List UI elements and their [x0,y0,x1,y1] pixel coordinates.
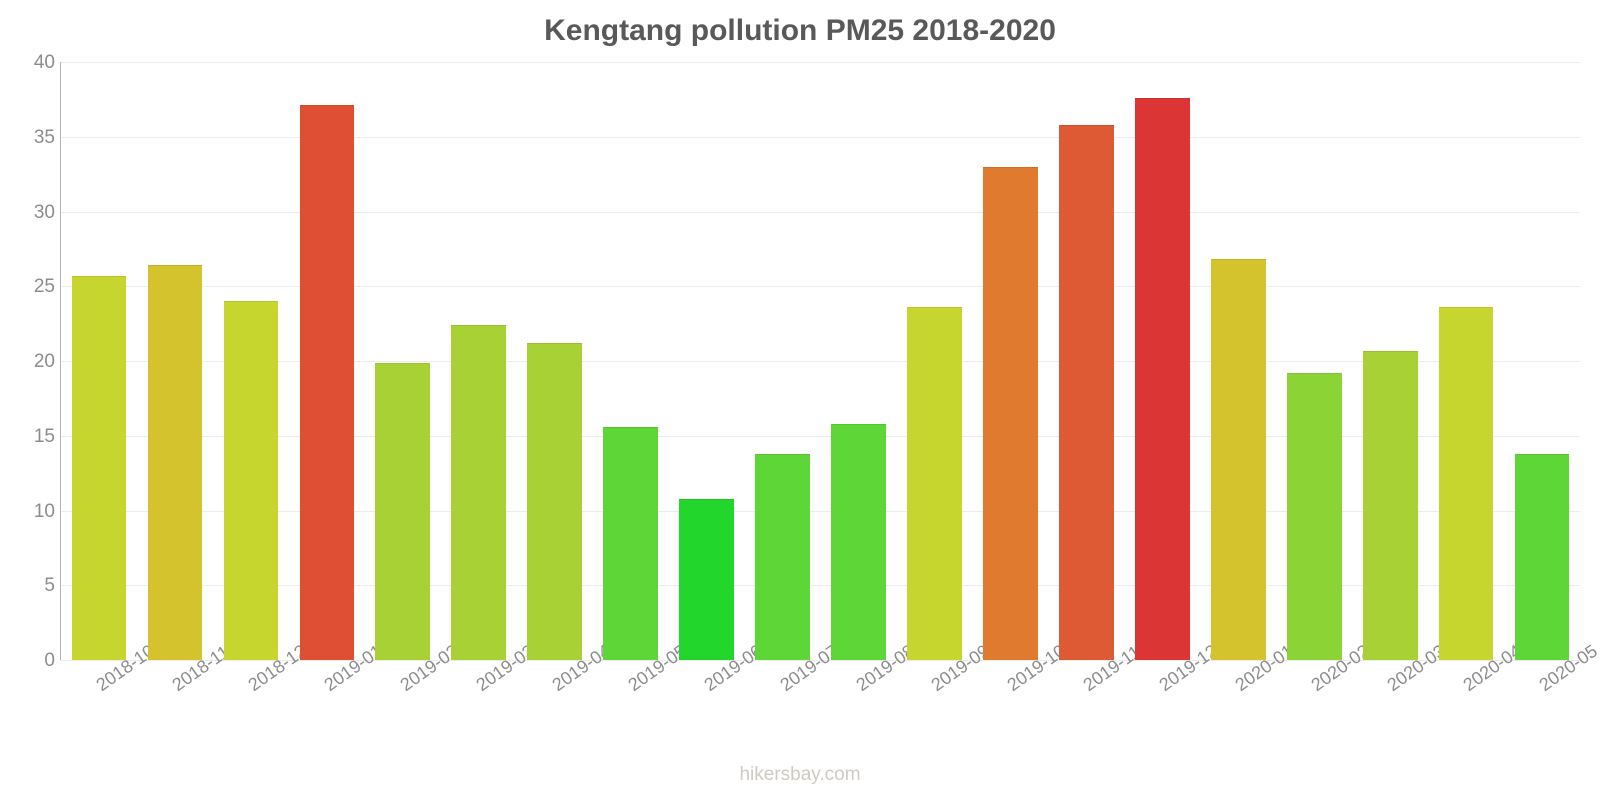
bar-2019-11[interactable]: 2019-11 [1059,125,1114,660]
bar-2020-02[interactable]: 2020-02 [1287,373,1342,660]
bar-slot-2019-06: 2019-06 [669,62,745,660]
bar-2019-10[interactable]: 2019-10 [983,167,1038,660]
bar-2018-12[interactable]: 2018-12 [224,301,279,660]
bar-2020-05[interactable]: 2020-05 [1515,454,1570,660]
bar-slot-2019-04: 2019-04 [517,62,593,660]
bar-slot-2018-11: 2018-11 [137,62,213,660]
watermark-text: hikersbay.com [0,764,1600,786]
ytick-label-30: 30 [15,202,55,224]
bar-slot-2019-05: 2019-05 [593,62,669,660]
bar-slot-2019-07: 2019-07 [745,62,821,660]
bar-2019-02[interactable]: 2019-02 [375,363,430,661]
ytick-label-0: 0 [15,650,55,672]
bars-wrap: 2018-10 2018-11 2018-12 2019-01 2019-02 2019-… [61,62,1580,660]
bar-slot-2019-10: 2019-10 [972,62,1048,660]
bar-2020-01[interactable]: 2020-01 [1211,259,1266,660]
plot-area: 0 5 10 15 20 25 30 35 40 2018-10 2018-11 2018-12 20… [60,62,1580,660]
bar-2019-07[interactable]: 2019-07 [755,454,810,660]
bar-slot-2019-02: 2019-02 [365,62,441,660]
ytick-label-5: 5 [15,575,55,597]
ytick-label-15: 15 [15,426,55,448]
bar-slot-2018-10: 2018-10 [61,62,137,660]
bar-slot-2020-03: 2020-03 [1352,62,1428,660]
bar-slot-2019-08: 2019-08 [821,62,897,660]
bar-slot-2019-11: 2019-11 [1048,62,1124,660]
xtick-label-2020-05: 2020-05 [1536,641,1600,696]
chart-title: Kengtang pollution PM25 2018-2020 [0,14,1600,48]
bar-2019-06[interactable]: 2019-06 [679,499,734,660]
bar-slot-2018-12: 2018-12 [213,62,289,660]
bar-2020-04[interactable]: 2020-04 [1439,307,1494,660]
bar-slot-2019-01: 2019-01 [289,62,365,660]
bar-slot-2020-05: 2020-05 [1504,62,1580,660]
bar-slot-2019-12: 2019-12 [1124,62,1200,660]
ytick-label-40: 40 [15,52,55,74]
bar-slot-2020-01: 2020-01 [1200,62,1276,660]
bar-2018-10[interactable]: 2018-10 [72,276,127,660]
ytick-label-35: 35 [15,127,55,149]
bar-slot-2020-02: 2020-02 [1276,62,1352,660]
bar-2019-09[interactable]: 2019-09 [907,307,962,660]
bar-2019-12[interactable]: 2019-12 [1135,98,1190,660]
ytick-label-10: 10 [15,501,55,523]
bar-2020-03[interactable]: 2020-03 [1363,351,1418,660]
bar-slot-2020-04: 2020-04 [1428,62,1504,660]
bar-2019-04[interactable]: 2019-04 [527,343,582,660]
bar-2019-01[interactable]: 2019-01 [300,105,355,660]
bar-2019-05[interactable]: 2019-05 [603,427,658,660]
ytick-label-25: 25 [15,276,55,298]
bar-slot-2019-09: 2019-09 [896,62,972,660]
pm25-chart: Kengtang pollution PM25 2018-2020 0 5 10 15… [0,0,1600,800]
bar-slot-2019-03: 2019-03 [441,62,517,660]
bar-2019-08[interactable]: 2019-08 [831,424,886,660]
ytick-label-20: 20 [15,351,55,373]
bar-2019-03[interactable]: 2019-03 [451,325,506,660]
bar-2018-11[interactable]: 2018-11 [148,265,203,660]
